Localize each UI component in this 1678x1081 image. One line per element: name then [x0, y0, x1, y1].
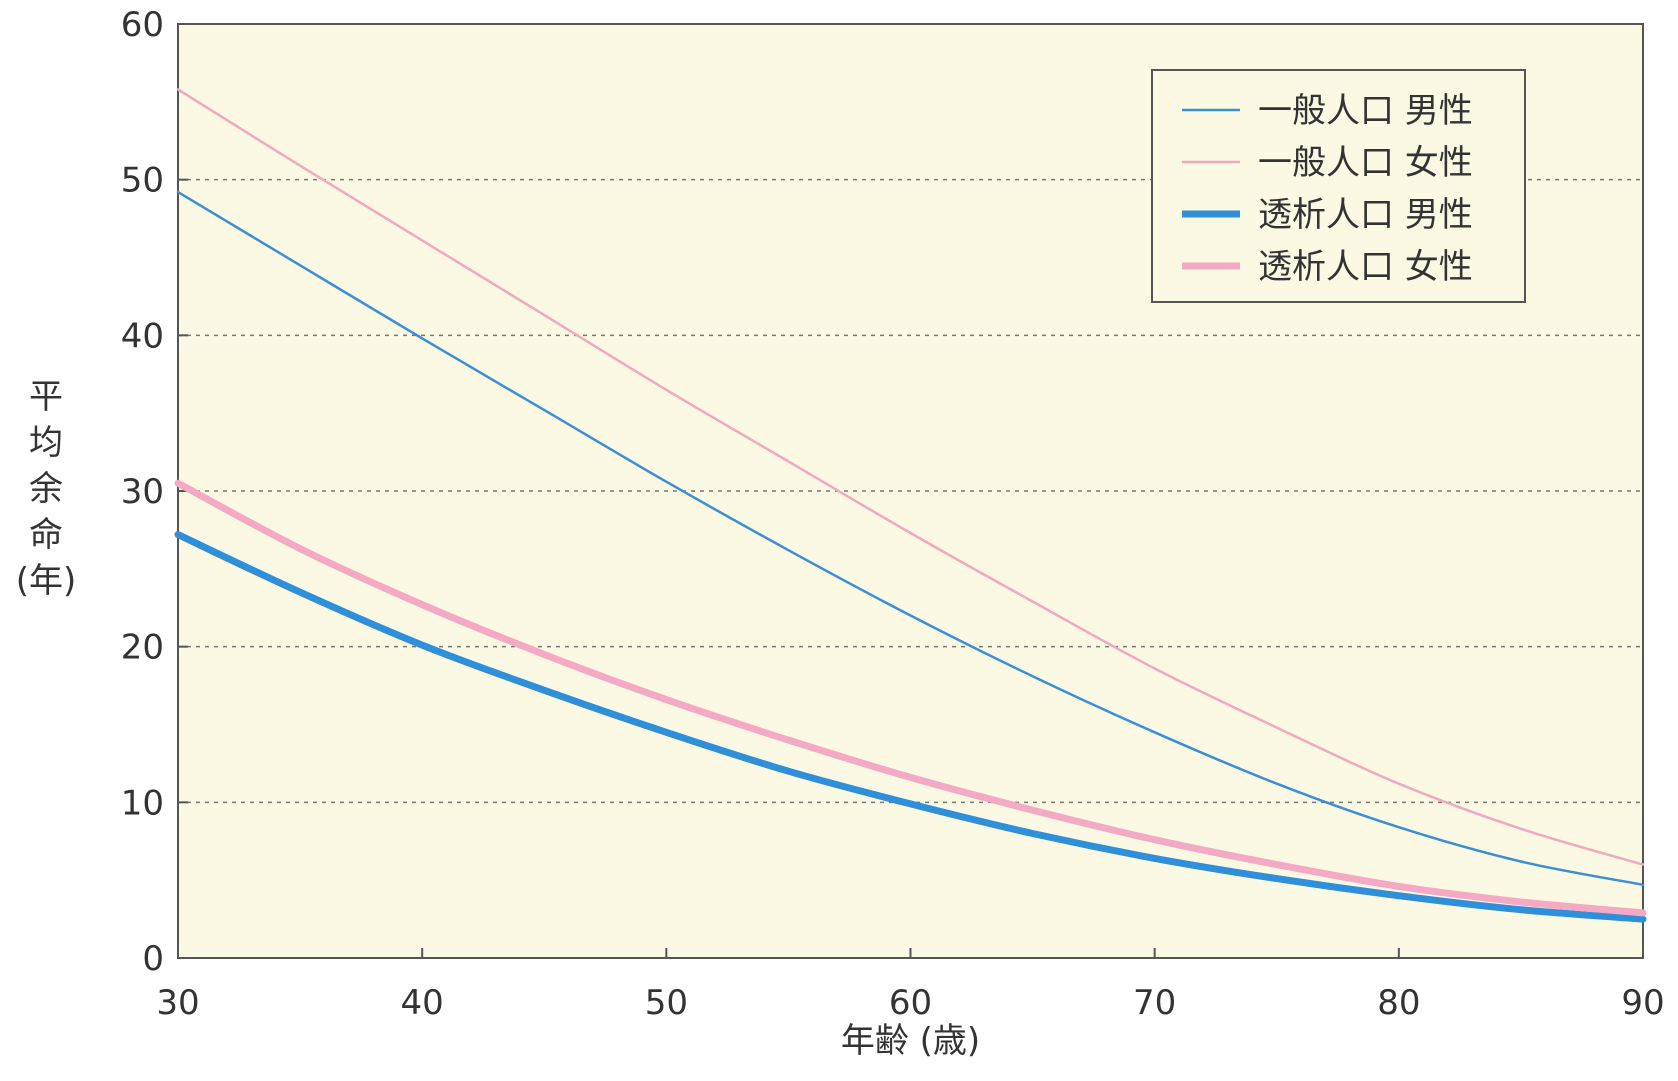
legend-label: 一般人口 女性 [1258, 143, 1473, 183]
tick-labels: 30 40 50 60 70 80 90 0 10 20 30 40 50 60 [121, 5, 1665, 1023]
axes [177, 23, 1644, 959]
x-tick-label: 40 [401, 983, 444, 1023]
x-tick-label: 60 [889, 983, 932, 1023]
y-axis-title-char: (年) [16, 561, 77, 601]
y-tick-label: 50 [121, 161, 164, 201]
y-tick-label: 20 [121, 628, 164, 668]
series-line [174, 479, 1647, 917]
y-tick-label: 0 [142, 939, 164, 979]
series-lines [174, 88, 1647, 923]
x-tick-label: 70 [1133, 983, 1176, 1023]
series-line [176, 88, 1645, 866]
legend-label: 透析人口 男性 [1258, 195, 1473, 235]
y-tick-label: 40 [121, 316, 164, 356]
series-line [176, 190, 1645, 887]
x-tick-label: 50 [645, 983, 688, 1023]
y-axis-title-char: 命 [29, 515, 63, 555]
x-tick-label: 90 [1621, 983, 1664, 1023]
legend-label: 一般人口 男性 [1258, 91, 1473, 131]
x-tick-label: 30 [156, 983, 199, 1023]
y-tick-label: 60 [121, 5, 164, 45]
x-tick-label: 80 [1377, 983, 1420, 1023]
series-line [174, 531, 1647, 923]
y-axis-title-char: 余 [29, 469, 63, 509]
y-tick-label: 10 [121, 783, 164, 823]
y-tick-label: 30 [121, 472, 164, 512]
y-axis-title-char: 均 [29, 423, 63, 463]
y-axis-title-char: 平 [29, 377, 63, 417]
x-axis-title: 年齢 (歳) [841, 1021, 980, 1061]
legend-label: 透析人口 女性 [1258, 247, 1473, 287]
